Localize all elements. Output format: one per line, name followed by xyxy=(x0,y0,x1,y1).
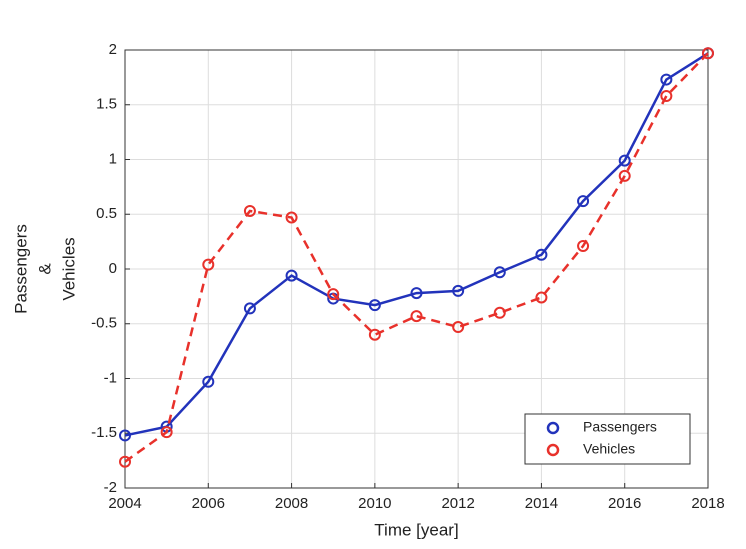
marker xyxy=(202,375,215,388)
plot-frame xyxy=(124,49,709,489)
marker xyxy=(285,269,298,282)
marker xyxy=(368,299,381,312)
y-tick-label: -2 xyxy=(104,479,117,496)
y-axis-label: Vehicles xyxy=(59,237,78,300)
legend-label: Vehicles xyxy=(583,441,635,457)
marker xyxy=(577,195,590,208)
marker xyxy=(702,47,714,60)
x-tick-label: 2016 xyxy=(608,495,641,512)
y-axis-label: & xyxy=(35,263,54,275)
marker xyxy=(660,89,673,102)
x-tick-label: 2018 xyxy=(691,495,724,512)
marker xyxy=(618,154,631,167)
y-tick-label: 1.5 xyxy=(96,96,117,113)
legend-marker xyxy=(546,421,560,435)
x-tick-label: 2008 xyxy=(275,495,308,512)
x-tick-label: 2010 xyxy=(358,495,391,512)
x-axis-label: Time [year] xyxy=(374,520,458,539)
marker xyxy=(119,429,131,442)
marker xyxy=(535,248,548,261)
marker xyxy=(243,302,256,315)
marker xyxy=(535,291,548,304)
marker xyxy=(368,328,381,341)
marker xyxy=(410,310,423,323)
marker xyxy=(618,169,631,182)
marker xyxy=(452,284,465,297)
marker xyxy=(493,266,506,279)
y-tick-label: -0.5 xyxy=(91,315,117,332)
marker xyxy=(452,321,465,334)
y-axis-label: Passengers xyxy=(11,224,30,314)
y-tick-label: 1 xyxy=(109,150,117,167)
marker xyxy=(327,288,340,301)
marker xyxy=(660,73,673,86)
marker xyxy=(243,204,256,217)
y-tick-label: -1 xyxy=(104,369,117,386)
series-line xyxy=(124,52,709,437)
series-line xyxy=(124,52,709,463)
marker xyxy=(410,287,423,300)
x-tick-label: 2012 xyxy=(441,495,474,512)
y-tick-label: -1.5 xyxy=(91,424,117,441)
marker xyxy=(119,455,131,468)
legend-label: Passengers xyxy=(583,419,657,435)
marker xyxy=(493,306,506,319)
marker xyxy=(202,258,215,271)
x-tick-label: 2006 xyxy=(192,495,225,512)
y-tick-label: 0 xyxy=(109,260,117,277)
marker xyxy=(160,426,173,439)
y-tick-label: 2 xyxy=(109,41,117,58)
legend-marker xyxy=(546,443,560,457)
x-tick-label: 2004 xyxy=(108,495,141,512)
x-tick-label: 2014 xyxy=(525,495,558,512)
y-tick-label: 0.5 xyxy=(96,205,117,222)
marker xyxy=(285,211,298,224)
marker xyxy=(577,240,590,253)
